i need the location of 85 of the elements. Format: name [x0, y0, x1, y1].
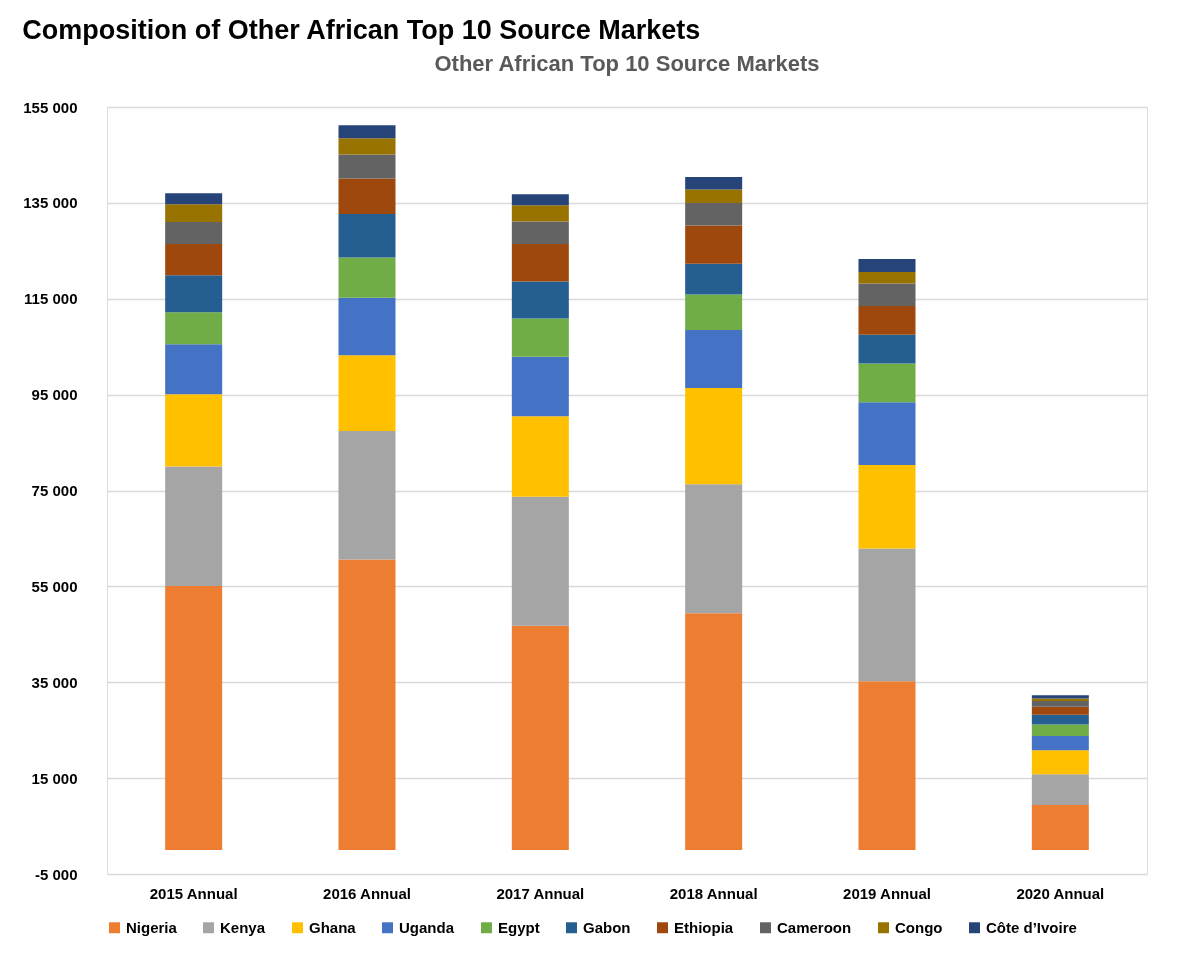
- bar: [858, 334, 916, 364]
- legend-label: Congo: [895, 918, 943, 936]
- y-tick-label: 115 000: [24, 290, 78, 308]
- bar: [338, 355, 396, 432]
- bar: [511, 625, 569, 851]
- bar: [1031, 700, 1089, 707]
- chart-title: Composition of Other African Top 10 Source Markets: [22, 14, 701, 45]
- y-tick-label: 95 000: [31, 386, 78, 404]
- legend-label: Gabon: [583, 918, 631, 936]
- bar: [338, 431, 396, 560]
- bar: [511, 281, 569, 319]
- bar: [338, 559, 396, 851]
- y-tick-label: 55 000: [31, 577, 78, 595]
- y-tick-label: 35 000: [31, 673, 78, 691]
- x-tick-label: 2017 Annual: [496, 884, 585, 902]
- bar: [685, 484, 743, 614]
- bar: [338, 125, 396, 139]
- bar: [165, 193, 223, 205]
- bar: [858, 271, 916, 284]
- bar: [338, 297, 396, 356]
- bar: [511, 356, 569, 417]
- bar: [858, 305, 916, 335]
- bar: [685, 387, 743, 485]
- bar: [858, 283, 916, 306]
- bar: [165, 222, 223, 245]
- bar: [1031, 750, 1089, 775]
- bar: [685, 189, 743, 203]
- legend-label: Cameroon: [777, 918, 852, 936]
- legend-label: Côte d’Ivoire: [986, 918, 1077, 936]
- x-tick-label: 2020 Annual: [1016, 884, 1105, 902]
- bar: [165, 344, 223, 395]
- bar: [165, 312, 223, 345]
- bar: [1031, 714, 1089, 725]
- legend-label: Nigeria: [126, 918, 178, 936]
- bar: [338, 154, 396, 179]
- bar: [165, 244, 223, 276]
- bar: [685, 225, 743, 264]
- x-tick-label: 2015 Annual: [149, 884, 238, 902]
- bar: [165, 394, 223, 467]
- bar: [511, 194, 569, 206]
- bar: [685, 329, 743, 388]
- legend-label: Kenya: [220, 918, 266, 936]
- bar: [858, 681, 916, 851]
- bar: [165, 466, 223, 586]
- y-tick-label: 75 000: [31, 482, 78, 499]
- bar: [858, 548, 916, 682]
- bar: [1031, 706, 1089, 715]
- legend-label: Egypt: [498, 918, 540, 936]
- bar: [165, 275, 223, 313]
- bar: [685, 613, 743, 851]
- legend-label: Ethiopia: [674, 918, 734, 936]
- bar: [338, 213, 396, 258]
- legend-label: Ghana: [309, 918, 357, 936]
- bar: [511, 496, 569, 626]
- bar: [338, 138, 396, 155]
- bar: [685, 263, 743, 295]
- y-tick-label: 135 000: [23, 194, 78, 212]
- bar: [1031, 724, 1089, 736]
- x-tick-label: 2018 Annual: [669, 884, 758, 902]
- y-tick-label: -5 000: [34, 865, 78, 883]
- bar: [511, 244, 569, 282]
- bar: [511, 416, 569, 497]
- y-tick-label: 15 000: [31, 769, 78, 787]
- bar: [858, 402, 916, 466]
- chart-subtitle: Other African Top 10 Source Markets: [434, 51, 820, 76]
- bar: [338, 257, 396, 298]
- bar: [511, 221, 569, 245]
- bar: [511, 318, 569, 357]
- bar: [1031, 774, 1089, 805]
- x-tick-label: 2019 Annual: [843, 884, 931, 902]
- bar: [858, 465, 916, 549]
- legend-label: Uganda: [399, 918, 455, 936]
- bar: [165, 204, 223, 223]
- bar: [858, 258, 916, 272]
- y-tick-label: 155 000: [23, 98, 78, 116]
- bar: [1031, 804, 1089, 851]
- bar: [685, 202, 743, 226]
- bar: [858, 363, 916, 403]
- bar: [685, 294, 743, 330]
- bar: [511, 205, 569, 222]
- bar: [1031, 735, 1089, 751]
- x-tick-label: 2016 Annual: [323, 884, 411, 902]
- bar: [685, 176, 743, 190]
- bar: [338, 178, 396, 214]
- bar: [165, 585, 223, 851]
